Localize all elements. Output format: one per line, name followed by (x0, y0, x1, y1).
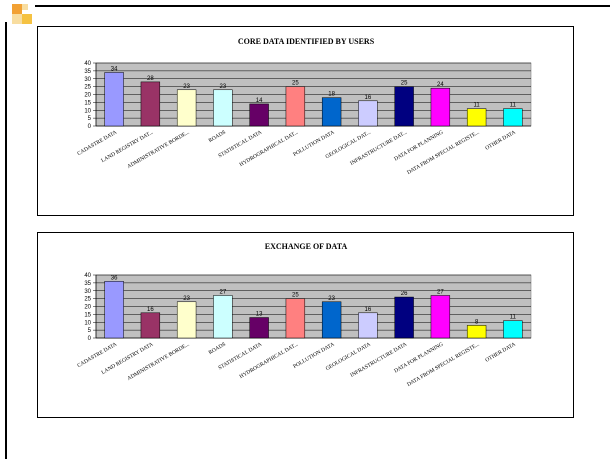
data-label: 23 (183, 296, 190, 302)
data-label: 27 (220, 289, 227, 295)
y-tick-label: 40 (84, 273, 91, 279)
chart-title: EXCHANGE OF DATA (265, 242, 348, 251)
category-label: HYDROGRAPHICAL DAT... (239, 129, 300, 168)
bar (104, 281, 124, 339)
data-label: 18 (328, 92, 335, 98)
data-label: 25 (401, 81, 408, 87)
bar (213, 295, 233, 339)
category-label: ROADS (208, 130, 227, 145)
y-tick-label: 25 (84, 85, 91, 91)
bar (249, 317, 269, 339)
y-tick-label: 0 (88, 124, 92, 130)
data-label: 24 (437, 82, 444, 88)
y-tick-label: 15 (84, 312, 91, 318)
bar (430, 295, 451, 339)
bar (285, 298, 306, 339)
bar (140, 81, 161, 127)
y-tick-label: 10 (84, 320, 91, 326)
y-tick-label: 30 (84, 289, 91, 295)
category-label: ROADS (208, 342, 227, 357)
data-label: 23 (328, 296, 335, 302)
bar (249, 103, 269, 127)
chart-panel-exchange: EXCHANGE OF DATA 0 5 10 15 20 25 30 35 40 36 CADAST… (37, 232, 574, 418)
category-label: OTHER DATA (484, 130, 516, 152)
data-label: 34 (111, 66, 118, 72)
bar (394, 296, 414, 339)
category-label: ADMINISTRATIVE BORDE... (126, 129, 191, 170)
data-label: 28 (147, 76, 154, 82)
bar (176, 89, 197, 127)
category-label: DATA FROM SPECIAL REGISTE... (406, 341, 481, 388)
y-tick-label: 0 (88, 336, 92, 342)
y-tick-label: 20 (84, 93, 91, 99)
data-label: 27 (437, 289, 444, 295)
data-label: 13 (256, 312, 263, 318)
data-label: 16 (365, 307, 372, 313)
bar (213, 89, 233, 127)
bar (321, 301, 342, 339)
data-label: 25 (292, 81, 299, 87)
data-label: 11 (474, 103, 481, 109)
data-label: 16 (147, 307, 154, 313)
category-label: OTHER DATA (484, 342, 516, 364)
data-label: 36 (111, 275, 118, 281)
bar (176, 301, 197, 339)
data-label: 23 (183, 84, 190, 90)
y-tick-label: 35 (84, 281, 91, 287)
data-label: 26 (401, 291, 408, 297)
corner-square-small (22, 4, 28, 10)
left-rule (5, 22, 7, 459)
bar (321, 97, 342, 127)
bar (503, 320, 523, 339)
top-rule (35, 5, 610, 7)
data-label: 14 (256, 98, 263, 104)
data-label: 25 (292, 293, 299, 299)
bar (466, 325, 487, 339)
bar (394, 86, 414, 127)
data-label: 16 (365, 95, 372, 101)
category-label: HYDROGRAPHICAL DAT... (239, 341, 300, 380)
data-label: 11 (510, 103, 517, 109)
bar (430, 87, 451, 127)
y-tick-label: 35 (84, 69, 91, 75)
bar (285, 86, 306, 127)
y-tick-label: 25 (84, 297, 91, 303)
bar (466, 108, 487, 127)
y-tick-label: 5 (88, 328, 92, 334)
y-tick-label: 20 (84, 305, 91, 311)
corner-square-yellow (22, 14, 32, 24)
y-tick-label: 40 (84, 61, 91, 67)
category-label: DATA FROM SPECIAL REGISTE... (406, 129, 481, 176)
y-tick-label: 15 (84, 100, 91, 106)
corner-square-orange (12, 4, 22, 14)
bar (503, 108, 523, 127)
bar (140, 312, 161, 339)
corner-square-light (12, 14, 22, 24)
y-tick-label: 5 (88, 116, 92, 122)
y-tick-label: 10 (84, 108, 91, 114)
data-label: 11 (510, 315, 517, 321)
bar (358, 100, 378, 127)
bar (104, 72, 124, 127)
data-label: 8 (475, 319, 479, 325)
data-label: 23 (220, 84, 227, 90)
y-tick-label: 30 (84, 77, 91, 83)
chart-panel-core-data: CORE DATA IDENTIFIED BY USERS 0 5 10 15 20 25 3… (37, 26, 574, 216)
chart-title: CORE DATA IDENTIFIED BY USERS (238, 37, 375, 46)
bar (358, 312, 378, 339)
category-label: ADMINISTRATIVE BORDE... (126, 341, 191, 382)
